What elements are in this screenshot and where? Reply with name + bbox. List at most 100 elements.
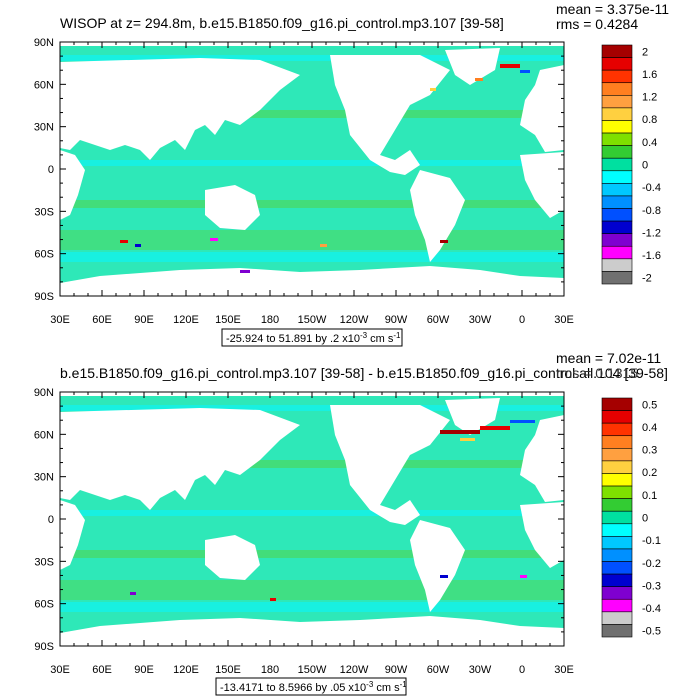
colorbar-swatch — [601, 145, 633, 159]
lat-tick-label: 0 — [48, 514, 54, 526]
colorbar-swatch — [601, 422, 633, 437]
land-south-america — [410, 170, 465, 262]
colorbar-swatch — [601, 410, 633, 424]
rms-stat: rms = 0.1315 — [556, 365, 638, 381]
lon-axis: 30E 60E 90E 120E 150E 180 150W 120W 90W 60W 30W 0 30… — [50, 42, 574, 326]
land-australia — [205, 535, 260, 580]
map-area — [59, 41, 565, 297]
colorbar-swatch — [601, 536, 633, 550]
lon-tick-label: 60E — [92, 314, 112, 326]
colorbar-label: 0.8 — [642, 114, 657, 126]
colorbar-label: 0.1 — [642, 490, 657, 502]
colorbar-swatch — [601, 624, 633, 638]
lon-tick-label: 120E — [173, 664, 199, 676]
colorbar-swatch — [601, 397, 633, 411]
colorbar-label: 0.3 — [642, 445, 657, 457]
colorbar-label: -0.8 — [642, 205, 661, 217]
lat-tick-label: 90S — [34, 291, 54, 303]
colorbar-swatch — [601, 271, 633, 285]
colorbar-label: -0.1 — [642, 535, 661, 547]
colorbar-label: 0.2 — [642, 467, 657, 479]
colorbar-swatch — [601, 598, 633, 613]
land-eurasia — [60, 58, 300, 160]
range-exp: -3 — [360, 331, 368, 340]
lon-tick-label: 120W — [340, 314, 369, 326]
land-africa — [60, 150, 85, 220]
colorbar-swatch — [601, 220, 633, 234]
range-unit: cm s — [367, 333, 394, 345]
lon-tick-label: 120W — [340, 664, 369, 676]
colorbar-swatch — [601, 510, 633, 525]
colorbar-label: 0.4 — [642, 137, 657, 149]
lon-tick-label: 150E — [215, 314, 241, 326]
colorbar-label: -0.3 — [642, 580, 661, 592]
colorbar-swatch — [601, 132, 633, 146]
lat-tick-label: 60N — [34, 429, 54, 441]
colorbar-label: -1.2 — [642, 227, 661, 239]
land-north-america — [330, 55, 450, 175]
lon-tick-label: 90W — [385, 314, 408, 326]
lat-tick-label: 30S — [34, 206, 54, 218]
lat-axis: 90N 60N 30N 0 30S 60S 90S — [34, 387, 564, 653]
panel-title: b.e15.B1850.f09_g16.pi_control.mp3.107 [… — [60, 365, 668, 381]
land-australia — [205, 185, 260, 230]
land-antarctica — [60, 266, 564, 283]
lon-tick-label: 30E — [554, 664, 574, 676]
colorbar-swatch — [601, 82, 633, 96]
svg-text:-25.924 to 51.891 by .2 x10-3: -25.924 to 51.891 by .2 x10-3 cm s-1 — [226, 331, 401, 346]
range-unit-exp: -1 — [393, 331, 401, 340]
rms-stat: rms = 0.4284 — [556, 16, 638, 32]
land-antarctica — [60, 616, 564, 633]
lon-tick-label: 0 — [519, 664, 525, 676]
land-south-america — [410, 520, 465, 612]
map-panel-bottom: b.e15.B1850.f09_g16.pi_control.mp3.107 [… — [34, 350, 668, 696]
lon-tick-label: 90E — [134, 314, 154, 326]
colorbar-swatch — [601, 157, 633, 172]
colorbar-label: -0.4 — [642, 603, 661, 615]
colorbar-label: -1.6 — [642, 250, 661, 262]
colorbar-swatch — [601, 611, 633, 625]
lat-axis: 90N 60N 30N 0 30S 60S 90S — [34, 37, 564, 303]
colorbar-swatch — [601, 107, 633, 121]
anomaly-spots — [130, 420, 535, 601]
colorbar: 0.5 0.4 0.3 0.2 0.1 0 -0.1 -0.2 -0.3 -0.4 -0.5 — [601, 397, 661, 638]
lon-tick-label: 90E — [134, 664, 154, 676]
lat-tick-label: 60S — [34, 599, 54, 611]
colorbar-swatch — [601, 69, 633, 84]
colorbar-swatch — [601, 183, 633, 197]
range-unit-exp: -1 — [400, 680, 408, 689]
colorbar-swatch — [601, 523, 633, 537]
lon-tick-label: 60W — [427, 314, 450, 326]
colorbar-swatch — [601, 448, 633, 462]
colorbar-swatch — [601, 170, 633, 184]
lat-tick-label: 0 — [48, 164, 54, 176]
lat-tick-label: 90N — [34, 37, 54, 49]
lon-tick-label: 30E — [554, 314, 574, 326]
lon-tick-label: 30W — [469, 664, 492, 676]
range-label-box: -25.924 to 51.891 by .2 x10-3 cm s-1 — [221, 328, 403, 347]
lat-tick-label: 30S — [34, 556, 54, 568]
colorbar-label: -0.5 — [642, 626, 661, 638]
lon-tick-label: 30E — [50, 314, 70, 326]
land-masses — [60, 42, 564, 296]
land-masses — [60, 392, 564, 646]
colorbar-swatch — [601, 233, 633, 247]
land-europe-right — [520, 415, 564, 502]
colorbar-label: 2 — [642, 46, 648, 58]
colorbar-swatch — [601, 573, 633, 587]
lon-tick-label: 180 — [261, 664, 279, 676]
map-panel-top: WISOP at z= 294.8m, b.e15.B1850.f09_g16.… — [34, 1, 669, 347]
panel-title: WISOP at z= 294.8m, b.e15.B1850.f09_g16.… — [60, 15, 504, 31]
land-europe-right — [520, 65, 564, 152]
lon-tick-label: 150W — [298, 314, 327, 326]
lat-tick-label: 90N — [34, 387, 54, 399]
lat-tick-label: 90S — [34, 641, 54, 653]
range-label-box: -13.4171 to 8.5966 by .05 x10-3 cm s-1 — [215, 677, 408, 696]
colorbar-label: 0 — [642, 160, 648, 172]
land-greenland — [445, 398, 500, 435]
land-eurasia — [60, 408, 300, 510]
lon-tick-label: 90W — [385, 664, 408, 676]
range-text: -13.4171 to 8.5966 by .05 x10 — [220, 682, 366, 694]
mean-stat: mean = 7.02e-11 — [556, 350, 661, 366]
lat-tick-label: 30N — [34, 472, 54, 484]
